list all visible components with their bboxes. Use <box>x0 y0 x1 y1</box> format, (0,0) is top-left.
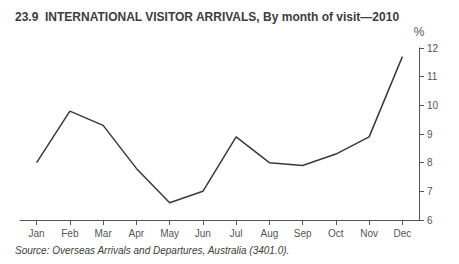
svg-text:Mar: Mar <box>95 228 113 239</box>
svg-text:Jul: Jul <box>230 228 243 239</box>
svg-text:7: 7 <box>427 186 433 197</box>
svg-text:%: % <box>414 25 425 39</box>
svg-text:10: 10 <box>427 100 439 111</box>
svg-text:Sep: Sep <box>294 228 312 239</box>
svg-text:8: 8 <box>427 157 433 168</box>
svg-text:Aug: Aug <box>260 228 278 239</box>
svg-text:Source: Overseas Arrivals and: Source: Overseas Arrivals and Departures… <box>15 245 289 256</box>
svg-text:9: 9 <box>427 129 433 140</box>
svg-text:Dec: Dec <box>393 228 411 239</box>
svg-text:Nov: Nov <box>360 228 378 239</box>
svg-text:Jun: Jun <box>195 228 211 239</box>
svg-text:May: May <box>160 228 179 239</box>
svg-text:Feb: Feb <box>61 228 79 239</box>
svg-text:6: 6 <box>427 215 433 226</box>
svg-text:23.9 INTERNATIONAL VISITOR AR: 23.9 INTERNATIONAL VISITOR ARRIVALS, By … <box>15 10 399 24</box>
svg-text:Oct: Oct <box>328 228 344 239</box>
svg-text:12: 12 <box>427 43 439 54</box>
svg-text:Apr: Apr <box>129 228 145 239</box>
svg-text:Jan: Jan <box>29 228 45 239</box>
svg-text:11: 11 <box>427 71 438 82</box>
